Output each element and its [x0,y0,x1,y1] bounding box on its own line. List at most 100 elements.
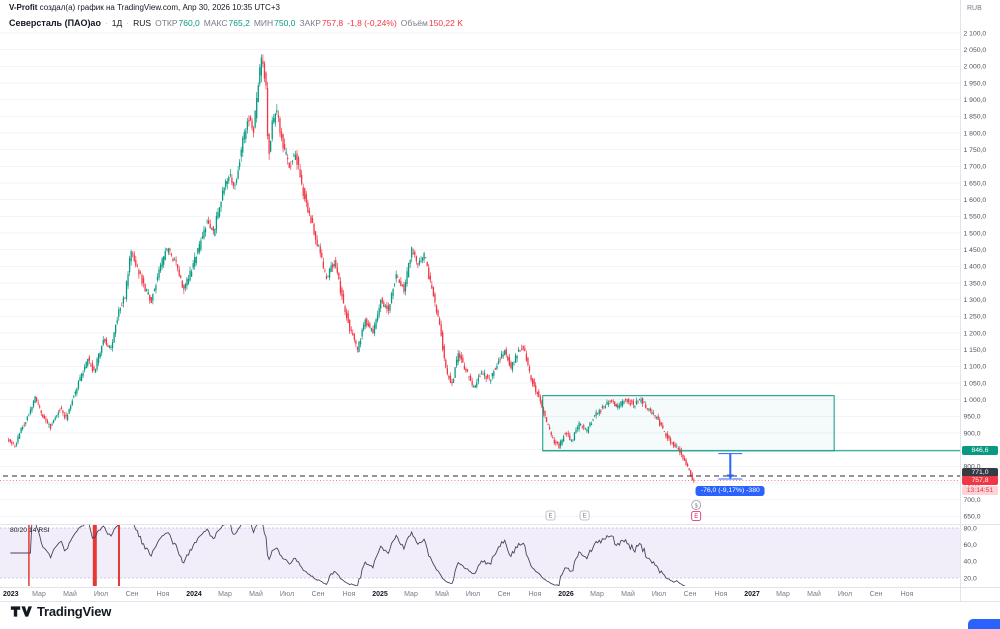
tradingview-logo-icon [10,606,32,617]
svg-text:1 100,0: 1 100,0 [964,364,987,371]
svg-text:1 550,0: 1 550,0 [964,214,987,221]
separator-dot: · [104,18,108,28]
svg-text:Май: Май [621,590,635,598]
svg-text:$: $ [695,504,698,510]
volume: Объём 150,22 K [400,18,463,28]
svg-text:Мар: Мар [776,591,790,598]
svg-text:1 950,0: 1 950,0 [964,80,987,87]
range-box[interactable] [542,395,835,452]
svg-text:Ноя: Ноя [529,591,542,598]
ohlc-close: ЗАКР 757,8 [299,18,344,28]
svg-text:1 150,0: 1 150,0 [964,347,987,354]
svg-text:1 250,0: 1 250,0 [964,314,987,321]
attribution-text: создал(а) график на TradingView.com, Апр… [37,3,280,12]
svg-text:2 100,0: 2 100,0 [964,30,987,37]
svg-text:1 650,0: 1 650,0 [964,180,987,187]
svg-text:650,0: 650,0 [964,514,981,521]
svg-text:Ноя: Ноя [343,591,356,598]
svg-text:Мар: Мар [32,591,46,598]
price-badge-last: 757,8 [962,476,998,486]
svg-text:2025: 2025 [372,591,388,598]
rsi-line [10,525,686,586]
separator-dot: · [126,18,130,28]
price-badge-alert[interactable]: 846,6 [962,446,998,456]
currency-label[interactable]: RUB [967,5,982,12]
svg-text:950,0: 950,0 [964,414,981,421]
earnings-icon [579,510,590,521]
svg-text:1 900,0: 1 900,0 [964,97,987,104]
svg-text:Ноя: Ноя [157,591,170,598]
svg-text:E: E [694,514,698,520]
price-axis[interactable]: 2 100,0 2 050,0 2 000,0 1 950,0 1 900,0 1 850… [964,30,987,582]
attribution-author: V-Profit [9,3,38,12]
svg-text:700,0: 700,0 [964,497,981,504]
svg-text:Сен: Сен [312,591,325,598]
svg-text:2 050,0: 2 050,0 [964,47,987,54]
price-grid [0,32,960,517]
tradingview-logo-label: TradingView [37,604,112,619]
svg-text:1 500,0: 1 500,0 [964,230,987,237]
svg-text:2023: 2023 [3,591,19,598]
svg-text:1 750,0: 1 750,0 [964,147,987,154]
svg-text:Ноя: Ноя [715,591,728,598]
svg-text:Сен: Сен [684,591,697,598]
symbol-exchange: RUS [133,18,152,28]
svg-text:1 000,0: 1 000,0 [964,397,987,404]
svg-text:40,0: 40,0 [964,559,977,566]
svg-text:1 350,0: 1 350,0 [964,280,987,287]
symbol-interval[interactable]: 1Д [111,18,123,28]
price-badge-dashed[interactable]: 771,0 [962,468,998,477]
rsi-vertical-lines[interactable] [28,525,120,586]
event-markers[interactable]: E E $ E [545,500,702,521]
svg-text:2 000,0: 2 000,0 [964,64,987,71]
svg-text:Июл: Июл [94,591,108,598]
svg-text:Июл: Июл [652,591,666,598]
svg-text:800,0: 800,0 [964,464,981,471]
tradingview-logo[interactable]: TradingView [10,604,111,619]
svg-text:1 600,0: 1 600,0 [964,197,987,204]
svg-text:1 200,0: 1 200,0 [964,330,987,337]
change-value: -1,8 (-0,24%) [347,18,397,28]
svg-text:1 850,0: 1 850,0 [964,114,987,121]
svg-text:Май: Май [807,590,821,598]
svg-text:1 300,0: 1 300,0 [964,297,987,304]
svg-text:900,0: 900,0 [964,430,981,437]
ohlc-low: МИН 750,0 [253,18,296,28]
earnings-icon [545,510,556,521]
svg-text:2026: 2026 [558,591,574,598]
svg-text:Мар: Мар [218,591,232,598]
svg-text:1 800,0: 1 800,0 [964,130,987,137]
svg-text:1 450,0: 1 450,0 [964,247,987,254]
svg-text:Сен: Сен [126,591,139,598]
ohlc-open: ОТКР 760,0 [155,18,200,28]
measure-label[interactable]: -76,0 (-9,17%) -380 [695,486,765,496]
svg-text:Ноя: Ноя [901,591,914,598]
svg-text:80,0: 80,0 [964,525,977,532]
symbol-title[interactable]: Северсталь (ПАО)ао [9,18,101,28]
svg-text:2024: 2024 [186,591,202,598]
rsi-indicator-label[interactable]: 80/20 14 RSI [10,527,50,534]
time-axis[interactable]: 2023 Мар Май Июл Сен Ноя 2024 Мар Май Июл Сен Ноя 20… [3,590,914,598]
svg-text:Мар: Мар [404,591,418,598]
symbol-info-bar: Северсталь (ПАО)ао · 1Д · RUS ОТКР 760,0 … [9,18,463,28]
svg-text:2027: 2027 [744,591,760,598]
rsi-band [0,527,960,579]
svg-text:Май: Май [63,590,77,598]
measure-arrow[interactable] [718,453,743,480]
svg-text:E: E [583,514,587,520]
svg-text:Июл: Июл [838,591,852,598]
svg-text:1 400,0: 1 400,0 [964,264,987,271]
svg-text:Сен: Сен [870,591,883,598]
dividend-icon [691,500,702,510]
svg-text:Сен: Сен [498,591,511,598]
svg-text:60,0: 60,0 [964,542,977,549]
svg-text:20,0: 20,0 [964,575,977,582]
svg-text:Мар: Мар [590,591,604,598]
candles [8,54,695,484]
svg-text:Июл: Июл [280,591,294,598]
attribution: V-Profit создал(а) график на TradingView… [9,3,280,12]
bottom-right-widget[interactable] [968,619,1000,629]
future-earnings-icon [691,511,702,521]
